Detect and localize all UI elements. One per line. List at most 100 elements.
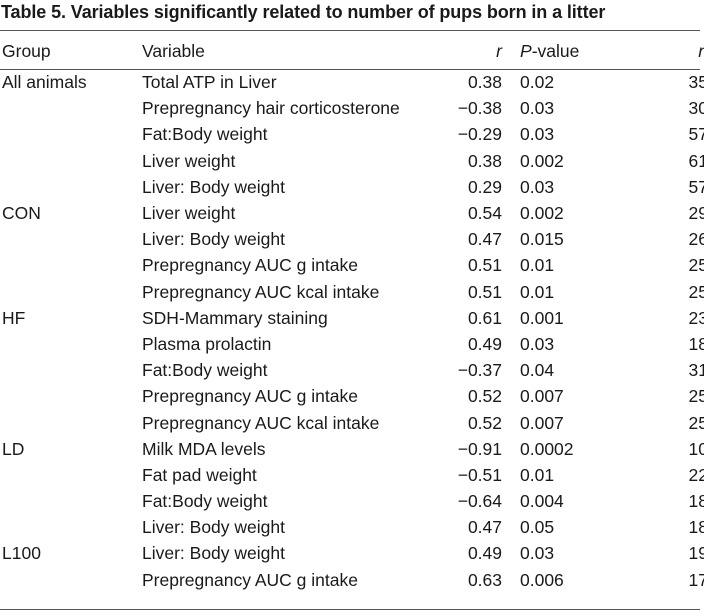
- cell-p-value: 0.03: [520, 124, 555, 145]
- table-row: Prepregnancy AUC kcal intake 0.52 0.007 25: [0, 409, 704, 435]
- cell-n: 26: [688, 229, 704, 250]
- cell-n: 29: [688, 203, 704, 224]
- table-row: L100 Liver: Body weight 0.49 0.03 19: [0, 540, 704, 566]
- cell-p-value: 0.015: [520, 229, 564, 250]
- cell-p-value: 0.01: [520, 281, 555, 302]
- cell-variable: Liver: Body weight: [142, 543, 285, 564]
- cell-gap: [502, 121, 514, 147]
- table-row: Liver weight 0.38 0.002 61: [0, 148, 704, 174]
- cell-variable: Liver: Body weight: [142, 176, 285, 197]
- cell-n: 25: [688, 281, 704, 302]
- cell-group: HF: [2, 307, 26, 328]
- cell-variable: Total ATP in Liver: [142, 72, 277, 93]
- cell-r: 0.51: [467, 281, 502, 302]
- table-body: All animals Total ATP in Liver 0.38 0.02 35 P…: [0, 69, 704, 593]
- cell-p-value: 0.002: [520, 150, 564, 171]
- cell-group: CON: [2, 203, 41, 224]
- cell-p-value: 0.002: [520, 203, 564, 224]
- cell-r: −0.37: [457, 360, 502, 381]
- bottom-rule: [0, 609, 700, 610]
- cell-r: 0.49: [467, 543, 502, 564]
- table-row: Liver: Body weight 0.29 0.03 57: [0, 174, 704, 200]
- cell-p-value: 0.01: [520, 464, 555, 485]
- table-row: Fat:Body weight −0.29 0.03 57: [0, 121, 704, 147]
- cell-p-value: 0.03: [520, 98, 555, 119]
- cell-variable: Liver weight: [142, 150, 236, 171]
- table-row: Fat pad weight −0.51 0.01 22: [0, 462, 704, 488]
- cell-r: −0.38: [457, 98, 502, 119]
- cell-group: [0, 95, 142, 121]
- cell-gap: [502, 514, 514, 540]
- cell-variable: Prepregnancy AUC g intake: [142, 569, 358, 590]
- cell-variable: Liver: Body weight: [142, 517, 285, 538]
- cell-r: 0.63: [467, 569, 502, 590]
- cell-gap: [502, 567, 514, 593]
- cell-gap: [502, 252, 514, 278]
- cell-n: 35: [688, 72, 704, 93]
- cell-p-value: 0.01: [520, 255, 555, 276]
- table-row: Plasma prolactin 0.49 0.03 18: [0, 331, 704, 357]
- cell-group: [0, 279, 142, 305]
- cell-variable: Prepregnancy AUC g intake: [142, 386, 358, 407]
- cell-n: 18: [688, 333, 704, 354]
- cell-variable: Prepregnancy AUC g intake: [142, 255, 358, 276]
- cell-r: −0.29: [457, 124, 502, 145]
- cell-r: −0.91: [457, 438, 502, 459]
- cell-p-value: 0.006: [520, 569, 564, 590]
- cell-p-value: 0.004: [520, 491, 564, 512]
- cell-group: [0, 488, 142, 514]
- table-row: Fat:Body weight −0.37 0.04 31: [0, 357, 704, 383]
- cell-group: [0, 174, 142, 200]
- cell-group: All animals: [2, 72, 87, 93]
- cell-gap: [502, 69, 514, 95]
- table-row: All animals Total ATP in Liver 0.38 0.02 35: [0, 69, 704, 95]
- data-table: Group Variable r P-value n All animals To…: [0, 38, 704, 593]
- cell-group: [0, 462, 142, 488]
- cell-variable: Plasma prolactin: [142, 333, 272, 354]
- header-group: Group: [2, 41, 51, 61]
- cell-r: 0.52: [467, 386, 502, 407]
- cell-variable: Prepregnancy AUC kcal intake: [142, 281, 380, 302]
- table-row: HF SDH-Mammary staining 0.61 0.001 23: [0, 305, 704, 331]
- cell-gap: [502, 305, 514, 331]
- cell-r: 0.49: [467, 333, 502, 354]
- cell-gap: [502, 279, 514, 305]
- cell-r: 0.38: [467, 72, 502, 93]
- table-row: Prepregnancy AUC g intake 0.63 0.006 17: [0, 567, 704, 593]
- header-n: n: [608, 38, 704, 65]
- header-p-italic: P: [520, 41, 532, 61]
- cell-n: 57: [688, 176, 704, 197]
- cell-variable: Liver weight: [142, 203, 236, 224]
- cell-group: [0, 226, 142, 252]
- header-variable: Variable: [142, 41, 205, 61]
- cell-r: 0.52: [467, 412, 502, 433]
- cell-n: 22: [688, 464, 704, 485]
- header-rule: [0, 69, 700, 70]
- cell-variable: Fat:Body weight: [142, 124, 268, 145]
- cell-group: L100: [2, 543, 41, 564]
- cell-group: [0, 357, 142, 383]
- cell-r: −0.64: [457, 491, 502, 512]
- cell-r: 0.38: [467, 150, 502, 171]
- header-p-rest: -value: [531, 41, 580, 61]
- cell-r: 0.47: [467, 517, 502, 538]
- cell-r: 0.29: [467, 176, 502, 197]
- table-title: Table 5. Variables significantly related…: [1, 2, 606, 22]
- cell-r: 0.47: [467, 229, 502, 250]
- cell-n: 25: [688, 412, 704, 433]
- header-row: Group Variable r P-value n: [0, 38, 704, 65]
- cell-n: 23: [688, 307, 704, 328]
- cell-n: 10: [688, 438, 704, 459]
- cell-n: 30: [688, 98, 704, 119]
- table-row: Liver: Body weight 0.47 0.015 26: [0, 226, 704, 252]
- table-row: Prepregnancy AUC g intake 0.51 0.01 25: [0, 252, 704, 278]
- table-row: Prepregnancy AUC kcal intake 0.51 0.01 25: [0, 279, 704, 305]
- cell-gap: [502, 436, 514, 462]
- cell-n: 61: [688, 150, 704, 171]
- cell-gap: [502, 148, 514, 174]
- cell-p-value: 0.02: [520, 72, 555, 93]
- cell-n: 31: [688, 360, 704, 381]
- cell-variable: Prepregnancy hair corticosterone: [142, 98, 400, 119]
- cell-r: 0.51: [467, 255, 502, 276]
